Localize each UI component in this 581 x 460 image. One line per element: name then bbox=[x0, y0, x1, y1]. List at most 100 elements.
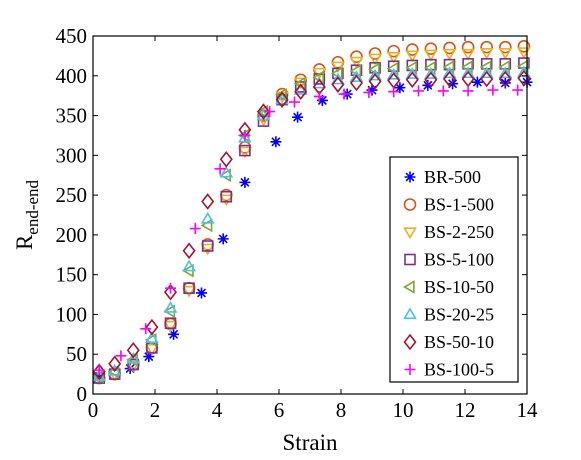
data-point bbox=[349, 74, 364, 92]
data-point bbox=[366, 84, 378, 96]
data-point bbox=[163, 283, 178, 301]
data-point bbox=[424, 49, 438, 62]
data-point bbox=[387, 44, 401, 58]
data-point bbox=[498, 70, 512, 88]
data-point bbox=[405, 67, 420, 79]
data-point bbox=[363, 86, 375, 98]
data-point bbox=[471, 76, 483, 88]
data-point bbox=[165, 282, 176, 294]
data-point bbox=[292, 111, 304, 123]
data-point bbox=[270, 136, 282, 148]
x-tick-label: 12 bbox=[455, 398, 476, 422]
data-point bbox=[126, 341, 140, 359]
data-point bbox=[217, 233, 229, 245]
data-point bbox=[338, 88, 350, 100]
data-point bbox=[424, 71, 438, 89]
data-point bbox=[331, 72, 345, 85]
y-tick-label: 350 bbox=[56, 104, 88, 128]
plot-frame bbox=[92, 35, 528, 395]
series-bs-100-5 bbox=[93, 84, 524, 376]
data-point bbox=[498, 40, 512, 54]
data-point bbox=[201, 240, 214, 252]
data-point bbox=[182, 242, 196, 260]
legend-label: BS-50-10 bbox=[424, 332, 494, 352]
legend-entry: BR-500 bbox=[404, 167, 481, 187]
y-axis-title: Rend-end bbox=[12, 179, 42, 250]
data-point bbox=[275, 91, 289, 108]
data-point bbox=[115, 350, 127, 362]
x-tick-label: 6 bbox=[274, 398, 285, 422]
data-point bbox=[289, 96, 300, 108]
data-point bbox=[127, 358, 140, 371]
data-point bbox=[238, 130, 252, 143]
data-point bbox=[238, 146, 252, 159]
data-point bbox=[264, 106, 276, 118]
y-tick-label: 100 bbox=[56, 302, 88, 326]
data-point bbox=[512, 84, 524, 96]
data-markers bbox=[92, 40, 533, 386]
data-point bbox=[487, 84, 499, 96]
data-point bbox=[143, 351, 155, 363]
legend-entry: BS-20-25 bbox=[403, 305, 494, 325]
data-point bbox=[388, 86, 400, 98]
data-point bbox=[140, 323, 152, 335]
data-point bbox=[479, 66, 494, 79]
y-tick-label: 250 bbox=[56, 183, 88, 207]
data-point bbox=[349, 56, 364, 69]
legend-label: BR-500 bbox=[424, 167, 481, 187]
data-point bbox=[200, 211, 215, 224]
data-point bbox=[219, 165, 234, 178]
legend-label: BS-100-5 bbox=[424, 360, 494, 380]
data-point bbox=[219, 194, 234, 207]
legend-marker bbox=[403, 198, 417, 211]
legend-marker bbox=[403, 227, 417, 240]
data-point bbox=[413, 85, 424, 97]
data-point bbox=[239, 176, 251, 188]
axis-ticks: 0 2 4 6 8 10 12 14 0 50 100 150 200 250 300 350 400 450 bbox=[56, 24, 539, 422]
data-point bbox=[256, 103, 271, 120]
data-point bbox=[183, 282, 195, 294]
data-point bbox=[517, 40, 531, 53]
data-point bbox=[394, 82, 406, 94]
legend-label: BS-20-25 bbox=[424, 305, 494, 325]
y-axis-title-subscript: end-end bbox=[23, 179, 42, 234]
data-point bbox=[93, 364, 105, 376]
data-point bbox=[275, 87, 287, 102]
data-point bbox=[368, 53, 382, 66]
data-point bbox=[368, 47, 382, 60]
data-point bbox=[196, 287, 207, 299]
x-tick-label: 0 bbox=[88, 398, 99, 422]
data-point bbox=[424, 67, 438, 79]
data-point bbox=[126, 360, 141, 373]
data-point bbox=[461, 66, 475, 79]
y-tick-label: 200 bbox=[56, 223, 88, 247]
x-tick-label: 10 bbox=[393, 398, 414, 422]
data-point bbox=[313, 90, 325, 102]
data-point bbox=[189, 223, 201, 235]
legend-marker bbox=[404, 171, 416, 183]
data-point bbox=[239, 144, 251, 157]
y-tick-label: 400 bbox=[56, 64, 88, 88]
legend-entry: BS-50-10 bbox=[403, 332, 494, 352]
legend-entry: BS-100-5 bbox=[404, 360, 494, 380]
legend: BR-500 BS-1-500 BS-2-250 BS-5-100 BS-10-50 BS… bbox=[389, 156, 519, 383]
y-tick-label: 300 bbox=[56, 143, 88, 167]
data-point bbox=[498, 66, 513, 79]
data-point bbox=[200, 243, 215, 256]
data-point bbox=[368, 73, 382, 90]
data-point bbox=[331, 61, 345, 74]
legend-label: BS-1-500 bbox=[424, 195, 494, 215]
legend-entry: BS-10-50 bbox=[402, 277, 494, 297]
legend-marker bbox=[403, 333, 417, 351]
legend-entry: BS-5-100 bbox=[404, 250, 494, 270]
data-point bbox=[424, 42, 438, 56]
data-point bbox=[405, 71, 419, 89]
x-tick-label: 8 bbox=[336, 398, 347, 422]
data-point bbox=[163, 320, 178, 333]
x-tick-label: 4 bbox=[212, 398, 223, 422]
legend-box bbox=[389, 156, 519, 383]
data-point bbox=[498, 48, 513, 60]
data-point bbox=[480, 70, 494, 88]
data-point bbox=[331, 76, 345, 93]
data-point bbox=[386, 52, 401, 64]
